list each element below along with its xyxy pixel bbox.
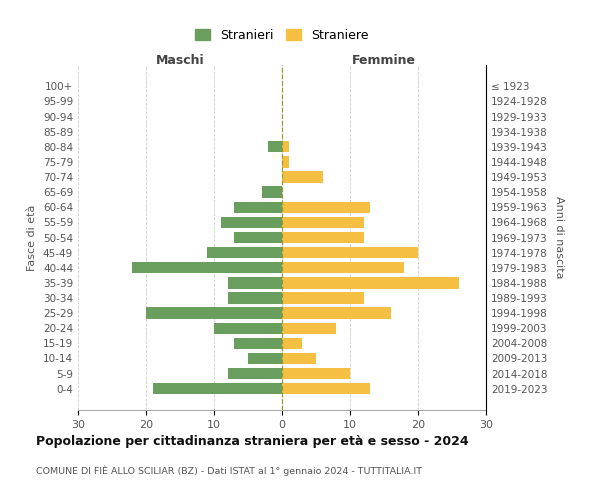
Bar bbox=[282, 322, 337, 334]
Bar bbox=[282, 383, 370, 394]
Bar bbox=[146, 308, 282, 318]
Bar bbox=[282, 232, 364, 243]
Text: COMUNE DI FIÈ ALLO SCILIAR (BZ) - Dati ISTAT al 1° gennaio 2024 - TUTTITALIA.IT: COMUNE DI FIÈ ALLO SCILIAR (BZ) - Dati I… bbox=[36, 465, 422, 475]
Bar bbox=[282, 262, 404, 274]
Bar bbox=[282, 353, 316, 364]
Bar bbox=[235, 232, 282, 243]
Text: Femmine: Femmine bbox=[352, 54, 416, 66]
Bar bbox=[268, 141, 282, 152]
Bar bbox=[282, 308, 391, 318]
Text: Maschi: Maschi bbox=[155, 54, 205, 66]
Bar bbox=[282, 216, 364, 228]
Bar bbox=[248, 353, 282, 364]
Text: Popolazione per cittadinanza straniera per età e sesso - 2024: Popolazione per cittadinanza straniera p… bbox=[36, 435, 469, 448]
Bar bbox=[221, 216, 282, 228]
Bar bbox=[282, 247, 418, 258]
Bar bbox=[214, 322, 282, 334]
Bar bbox=[282, 292, 364, 304]
Bar bbox=[227, 368, 282, 379]
Bar bbox=[207, 247, 282, 258]
Y-axis label: Fasce di età: Fasce di età bbox=[28, 204, 37, 270]
Bar bbox=[282, 368, 350, 379]
Bar bbox=[133, 262, 282, 274]
Bar bbox=[262, 186, 282, 198]
Bar bbox=[235, 202, 282, 213]
Y-axis label: Anni di nascita: Anni di nascita bbox=[554, 196, 564, 279]
Bar bbox=[227, 292, 282, 304]
Bar bbox=[282, 141, 289, 152]
Bar bbox=[282, 172, 323, 182]
Bar bbox=[282, 277, 459, 288]
Bar bbox=[153, 383, 282, 394]
Bar bbox=[282, 338, 302, 349]
Legend: Stranieri, Straniere: Stranieri, Straniere bbox=[193, 26, 371, 44]
Bar bbox=[227, 277, 282, 288]
Bar bbox=[282, 202, 370, 213]
Bar bbox=[282, 156, 289, 168]
Bar bbox=[235, 338, 282, 349]
